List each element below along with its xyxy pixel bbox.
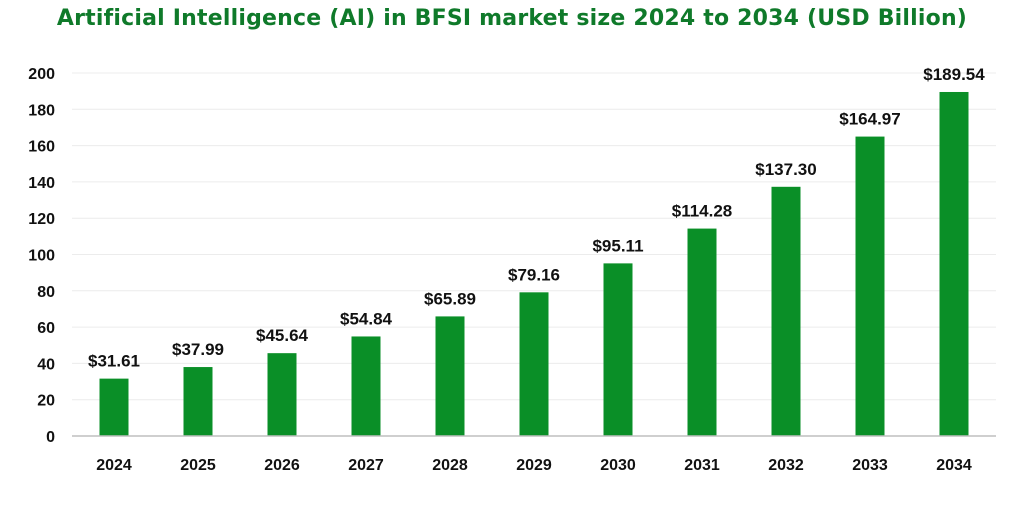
y-tick-label: 200 [28,66,55,83]
x-tick-label: 2028 [432,457,468,474]
bar [771,186,801,436]
x-tick-label: 2030 [600,457,636,474]
bar [687,228,717,436]
x-tick-label: 2024 [96,457,132,474]
x-tick-label: 2032 [768,457,804,474]
x-tick-label: 2027 [348,457,384,474]
bar [603,263,633,436]
x-tick-label: 2025 [180,457,216,474]
chart-title: Artificial Intelligence (AI) in BFSI mar… [56,6,968,31]
bar-value-label: $114.28 [672,202,733,221]
bar-value-label: $164.97 [839,110,900,129]
bar-value-label: $137.30 [755,160,816,179]
bar-value-label: $95.11 [592,236,643,255]
x-axis-tick-labels: 2024 2025 2026 2027 2028 2029 2030 2031 2032 2033… [96,457,972,474]
y-tick-label: 160 [28,139,55,156]
bar [267,353,297,436]
bar [183,367,213,436]
y-tick-label: 100 [28,248,55,265]
y-tick-label: 140 [28,175,55,192]
bar [351,336,381,436]
bars [99,91,969,437]
bar [855,136,885,436]
y-tick-label: 180 [28,102,55,119]
y-tick-label: 120 [28,211,55,228]
x-tick-label: 2026 [264,457,300,474]
bar-data-labels: $31.61 $37.99 $45.64 $54.84 $65.89 $79.16 $95.… [88,65,985,371]
bar-value-label: $65.89 [424,289,476,308]
bar-value-label: $31.61 [88,352,140,371]
y-tick-label: 0 [46,429,55,446]
y-tick-label: 80 [37,284,55,301]
x-tick-label: 2031 [684,457,720,474]
x-tick-label: 2029 [516,457,552,474]
bar-value-label: $189.54 [923,65,985,84]
bar [519,292,549,436]
x-tick-label: 2034 [936,457,972,474]
bar [99,378,129,436]
bar [939,91,969,437]
bar-value-label: $79.16 [508,265,560,284]
y-axis-tick-labels: 0 20 40 60 80 100 120 140 160 180 200 [28,66,55,446]
y-tick-label: 20 [37,393,55,410]
y-tick-label: 60 [37,320,55,337]
bar-value-label: $45.64 [256,326,309,345]
x-tick-label: 2033 [852,457,888,474]
bar [435,316,465,436]
bar-value-label: $54.84 [340,309,393,328]
bar-value-label: $37.99 [172,340,224,359]
y-tick-label: 40 [37,356,55,373]
